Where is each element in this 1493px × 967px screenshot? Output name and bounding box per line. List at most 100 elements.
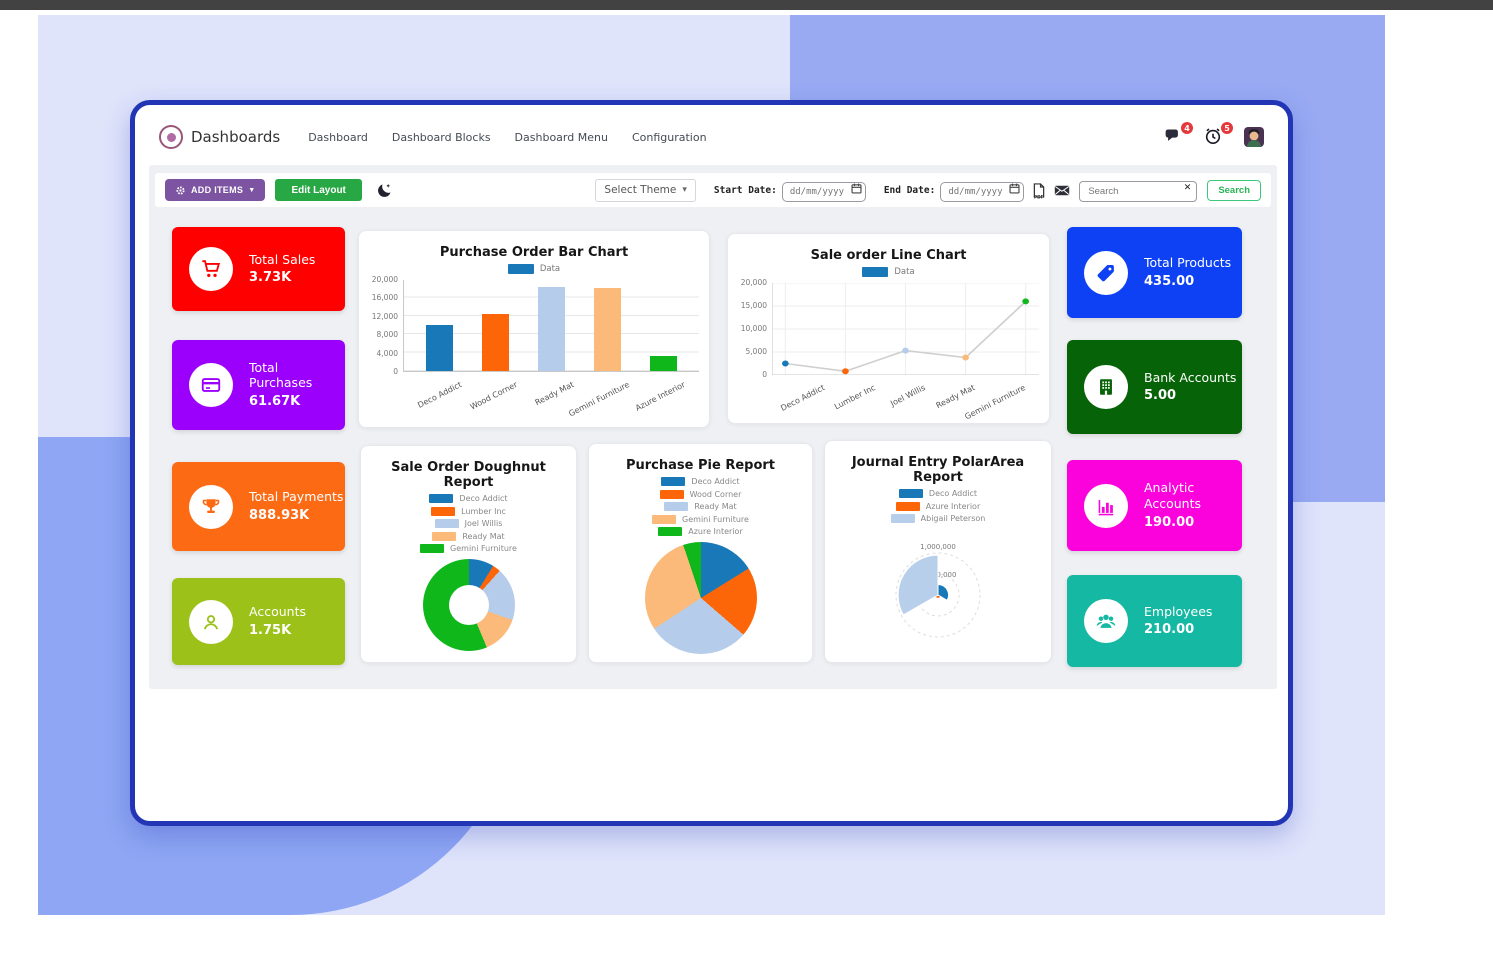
svg-text:1,000,000: 1,000,000: [920, 543, 956, 551]
bar-chart-icon: [1084, 483, 1128, 528]
legend-label: Data: [894, 267, 915, 277]
y-axis-labels: 20,000 16,000 12,000 8,000 4,000 0: [369, 276, 403, 376]
dark-mode-moon-icon[interactable]: [376, 182, 393, 199]
x-tick-lumber-inc: Lumber Inc: [832, 383, 877, 412]
kpi-label: Accounts: [249, 604, 306, 620]
doughnut-hole: [448, 585, 489, 625]
activities-clock-icon[interactable]: 5: [1204, 122, 1233, 147]
kpi-card-employees[interactable]: Employees 210.00: [1067, 575, 1242, 667]
kpi-card-analytic-accounts[interactable]: Analytic Accounts 190.00: [1067, 460, 1242, 551]
kpi-label: Total Payments: [249, 489, 344, 505]
legend-swatch: [890, 514, 915, 523]
menu-item-configuration[interactable]: Configuration: [631, 130, 707, 144]
gear-icon: [176, 185, 185, 195]
kpi-card-accounts[interactable]: Accounts 1.75K: [172, 578, 345, 665]
kpi-label: Total Sales: [249, 251, 316, 267]
legend-item-deco-addict: Deco Addict: [661, 477, 740, 486]
kpi-value: 61.67K: [249, 394, 301, 409]
legend-item-ready-mat: Ready Mat: [432, 531, 505, 541]
y-tick: 0: [762, 370, 767, 379]
point-joel-willis: [902, 347, 909, 354]
legend-label: Azure Interior: [925, 501, 981, 511]
theme-select[interactable]: Select Theme ▾: [595, 178, 696, 202]
app-logo-icon[interactable]: [159, 125, 183, 149]
tag-icon: [1084, 250, 1128, 295]
calendar-icon[interactable]: [850, 182, 863, 195]
legend-swatch: [434, 519, 459, 528]
x-tick-deco-addict: Deco Addict: [416, 380, 464, 410]
legend-label: Gemini Furniture: [450, 544, 517, 553]
navbar: Dashboards Dashboard Dashboard Blocks Dash…: [135, 117, 1288, 157]
legend-label: Ready Mat: [462, 531, 505, 541]
kpi-value: 3.73K: [249, 270, 292, 286]
kpi-card-total-products[interactable]: Total Products 435.00: [1067, 227, 1242, 318]
legend-swatch: [652, 514, 677, 524]
main-menu: Dashboard Dashboard Blocks Dashboard Menu C…: [308, 131, 706, 144]
chart-title: Journal Entry PolarArea Report: [851, 455, 1025, 485]
kpi-card-total-purchases[interactable]: Total Purchases 61.67K: [172, 340, 345, 430]
menu-item-dashboard-menu[interactable]: Dashboard Menu: [514, 130, 608, 144]
y-tick: 0: [393, 366, 398, 376]
legend-label: Lumber Inc: [461, 506, 506, 516]
purchase-pie-report-panel: Purchase Pie Report Deco Addict Wood Corne…: [588, 443, 813, 663]
legend-label: Data: [539, 264, 561, 274]
chart-title: Purchase Order Bar Chart: [439, 245, 629, 260]
pie-chart: [644, 542, 757, 654]
legend-item-joel-willis: Joel Willis: [434, 519, 503, 528]
y-tick: 15,000: [740, 301, 767, 310]
polar-chart: 500,000 1,000,000: [835, 529, 1041, 651]
y-axis-labels: 20,000 15,000 10,000 5,000 0: [738, 279, 772, 379]
point-lumber-inc: [842, 368, 849, 375]
search-input[interactable]: [1079, 180, 1198, 202]
kpi-value: 888.93K: [249, 507, 310, 523]
legend-label: Joel Willis: [464, 519, 503, 528]
menu-item-dashboard[interactable]: Dashboard: [308, 130, 368, 144]
dashboard-toolbar: ADD ITEMS ▼ Edit Layout Select Theme ▾ S…: [155, 173, 1271, 207]
legend-item-abigail-peterson: Abigail Peterson: [890, 514, 986, 523]
legend-item-deco-addict: Deco Addict: [898, 489, 977, 498]
legend-swatch: [432, 531, 457, 541]
user-avatar[interactable]: [1244, 127, 1264, 147]
x-axis-labels: Deco Addict Wood Corner Ready Mat Gemini Fu…: [403, 376, 699, 418]
kpi-value: 210.00: [1144, 622, 1195, 638]
send-mail-icon[interactable]: [1054, 182, 1070, 199]
legend-label: Deco Addict: [691, 477, 740, 486]
browser-top-bar: [0, 0, 1493, 10]
end-date-label: End Date:: [883, 184, 936, 196]
y-tick: 5,000: [745, 347, 767, 356]
app-brand[interactable]: Dashboards: [191, 128, 281, 146]
clear-search-icon[interactable]: ✕: [1183, 182, 1192, 193]
polar-slice-abigail-peterson: [897, 554, 939, 616]
bar-plot: [403, 280, 699, 372]
messages-badge: 4: [1181, 122, 1193, 134]
bar-gemini-furniture: [593, 288, 621, 371]
kpi-card-bank-accounts[interactable]: Bank Accounts 5.00: [1067, 340, 1242, 434]
activities-badge: 5: [1221, 122, 1233, 134]
x-tick-joel-willis: Joel Willis: [888, 383, 927, 409]
y-tick: 16,000: [371, 293, 398, 303]
menu-item-dashboard-blocks[interactable]: Dashboard Blocks: [391, 130, 491, 144]
credit-card-icon: [189, 363, 233, 407]
export-pdf-icon[interactable]: PDF: [1031, 182, 1047, 199]
legend-item-deco-addict: Deco Addict: [429, 494, 508, 503]
add-items-button[interactable]: ADD ITEMS ▼: [165, 179, 266, 201]
search-button[interactable]: Search: [1207, 179, 1261, 201]
employees-icon: [1084, 599, 1128, 643]
end-date-input[interactable]: [940, 181, 1025, 202]
legend-label: Abigail Peterson: [920, 514, 986, 523]
calendar-icon[interactable]: [1008, 182, 1021, 195]
kpi-value: 435.00: [1144, 273, 1195, 289]
kpi-label: Total Purchases: [249, 359, 313, 391]
legend-label: Gemini Furniture: [682, 514, 749, 524]
kpi-card-total-payments[interactable]: Total Payments 888.93K: [172, 462, 345, 551]
legend-item-azure-interior: Azure Interior: [895, 501, 981, 511]
doughnut-chart: [422, 559, 515, 651]
navbar-right: 4 5: [1164, 122, 1264, 147]
kpi-card-total-sales[interactable]: Total Sales 3.73K: [172, 227, 345, 311]
chart-title: Sale Order Doughnut Report: [391, 460, 546, 490]
messages-icon[interactable]: 4: [1164, 122, 1193, 147]
svg-text:500,000: 500,000: [928, 571, 957, 579]
start-date-input[interactable]: [781, 181, 866, 202]
legend-item-azure-interior: Azure Interior: [658, 527, 743, 536]
edit-layout-button[interactable]: Edit Layout: [275, 179, 362, 201]
